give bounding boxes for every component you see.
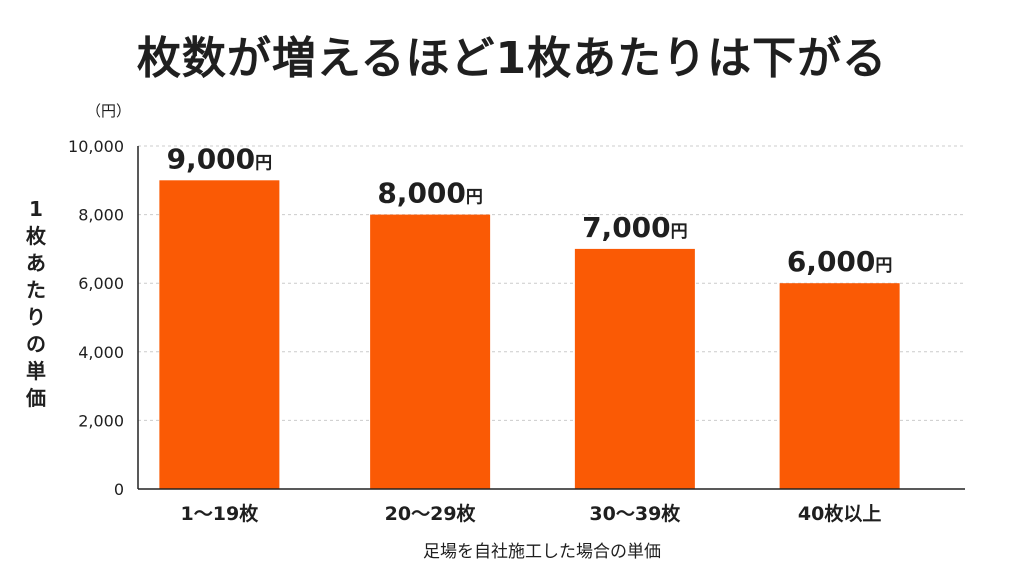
y-axis-label-char: の bbox=[26, 332, 46, 356]
y-tick-label: 10,000 bbox=[68, 137, 124, 156]
y-tick-label: 6,000 bbox=[78, 274, 124, 293]
y-axis-label-char: 枚 bbox=[26, 224, 46, 248]
y-axis-label-char: あ bbox=[26, 251, 46, 275]
y-axis-label: 1 枚あたりの単価 bbox=[22, 196, 50, 412]
x-tick-label: 20～29枚 bbox=[385, 502, 477, 525]
y-axis-unit: （円） bbox=[86, 102, 132, 120]
y-axis-label-char: 価 bbox=[26, 386, 46, 410]
y-tick-label: 2,000 bbox=[78, 411, 124, 430]
data-label-value: 6,000 bbox=[787, 245, 876, 278]
y-tick-label: 4,000 bbox=[78, 343, 124, 362]
x-tick-label: 1～19枚 bbox=[181, 502, 260, 525]
bar bbox=[574, 248, 695, 489]
data-label: 8,000円 bbox=[377, 177, 483, 210]
data-label-unit: 円 bbox=[466, 188, 483, 208]
y-axis-label-char: 単 bbox=[26, 359, 46, 383]
data-label: 6,000円 bbox=[787, 245, 893, 278]
bar bbox=[779, 283, 900, 489]
y-axis-label-char: り bbox=[26, 305, 46, 329]
data-label-value: 9,000 bbox=[167, 142, 256, 175]
x-tick-label: 40枚以上 bbox=[798, 502, 881, 525]
data-label: 9,000円 bbox=[167, 142, 273, 175]
bar bbox=[159, 180, 280, 490]
data-label-value: 7,000 bbox=[582, 211, 671, 244]
data-label-value: 8,000 bbox=[377, 177, 466, 210]
bar bbox=[370, 214, 491, 489]
y-axis-label-char: 1 bbox=[29, 197, 43, 221]
y-tick-label: 8,000 bbox=[78, 206, 124, 225]
chart-title: 枚数が増えるほど1枚あたりは下がる bbox=[136, 33, 888, 84]
x-axis-label: 足場を自社施工した場合の単価 bbox=[423, 542, 661, 562]
x-tick-label: 30～39枚 bbox=[589, 502, 681, 525]
data-label-unit: 円 bbox=[255, 153, 272, 173]
y-tick-label: 0 bbox=[114, 480, 124, 499]
y-axis-label-char: た bbox=[26, 278, 46, 302]
data-label-unit: 円 bbox=[875, 256, 892, 276]
data-label: 7,000円 bbox=[582, 211, 688, 244]
data-label-unit: 円 bbox=[671, 222, 688, 242]
